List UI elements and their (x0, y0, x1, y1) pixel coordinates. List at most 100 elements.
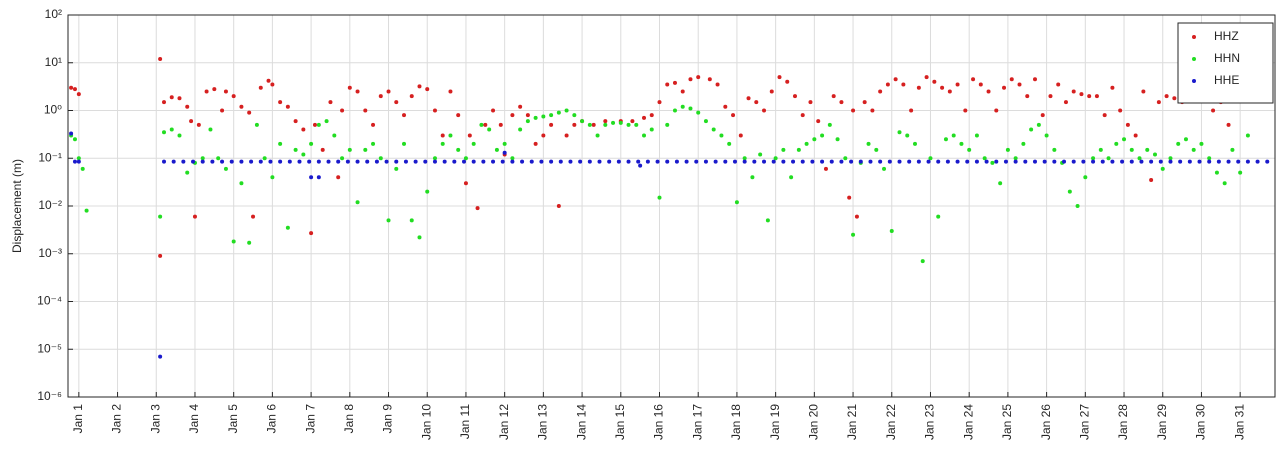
data-point (626, 122, 631, 127)
data-point (417, 235, 422, 240)
data-point (297, 159, 302, 164)
data-point (703, 119, 708, 124)
data-point (1091, 156, 1096, 161)
data-point (827, 122, 832, 127)
data-point (500, 159, 505, 164)
data-point (1013, 159, 1018, 164)
data-point (971, 77, 976, 82)
data-point (210, 159, 215, 164)
data-point (858, 159, 863, 164)
data-point (998, 181, 1003, 186)
data-point (340, 108, 345, 113)
data-point (432, 108, 437, 113)
data-point (413, 159, 418, 164)
data-point (409, 218, 414, 223)
data-point (994, 108, 999, 113)
data-point (1063, 100, 1068, 105)
legend-marker (1192, 57, 1196, 61)
data-point (254, 122, 259, 127)
data-point (1197, 159, 1202, 164)
data-point (278, 100, 283, 105)
data-point (1003, 159, 1008, 164)
data-point (442, 159, 447, 164)
data-point (990, 160, 995, 165)
data-point (212, 87, 217, 92)
data-point (1040, 113, 1045, 118)
data-point (829, 159, 834, 164)
data-point (634, 122, 639, 127)
data-point (558, 159, 563, 164)
data-point (278, 159, 283, 164)
data-point (758, 152, 763, 157)
data-point (1110, 159, 1115, 164)
y-tick-label: 10¹ (45, 55, 62, 69)
data-point (340, 156, 345, 161)
data-point (204, 89, 209, 94)
data-point (974, 159, 979, 164)
data-point (789, 175, 794, 180)
x-tick-label: Jan 25 (1000, 404, 1014, 440)
data-point (394, 166, 399, 171)
data-point (734, 200, 739, 205)
data-point (1158, 159, 1163, 164)
data-point (487, 127, 492, 132)
data-point (1139, 159, 1144, 164)
data-point (556, 204, 561, 208)
data-point (312, 122, 317, 127)
x-tick-label: Jan 10 (419, 404, 433, 440)
data-point (754, 100, 759, 105)
data-point (285, 104, 290, 109)
data-point (1236, 159, 1241, 164)
y-tick-label: 10² (45, 7, 62, 21)
data-point (309, 141, 314, 146)
data-point (564, 133, 569, 138)
legend-label: HHZ (1214, 29, 1239, 43)
data-point (862, 100, 867, 105)
data-point (928, 156, 933, 161)
data-point (1226, 122, 1231, 127)
x-tick-label: Jan 31 (1232, 404, 1246, 440)
legend-label: HHN (1214, 51, 1240, 65)
data-point (963, 108, 968, 113)
data-point (1071, 159, 1076, 164)
data-point (732, 159, 737, 164)
x-tick-label: Jan 14 (574, 404, 588, 440)
data-point (1149, 159, 1154, 164)
data-point (603, 122, 608, 127)
data-point (752, 159, 757, 164)
data-point (316, 159, 321, 164)
data-point (525, 113, 530, 118)
data-point (285, 225, 290, 230)
data-point (462, 159, 467, 164)
data-point (1133, 133, 1138, 138)
data-point (1052, 159, 1057, 164)
data-point (432, 156, 437, 161)
data-point (483, 122, 488, 127)
data-point (616, 159, 621, 164)
data-point (943, 137, 948, 142)
y-tick-label: 10⁻¹ (38, 150, 62, 164)
y-tick-label: 10⁻³ (38, 246, 62, 260)
data-point (1005, 147, 1010, 152)
data-point (378, 156, 383, 161)
data-point (336, 175, 341, 180)
data-point (394, 100, 399, 105)
data-point (901, 82, 906, 87)
data-point (200, 159, 205, 164)
data-point (750, 175, 755, 180)
data-point (502, 150, 507, 155)
data-point (905, 133, 910, 138)
x-tick-label: Jan 20 (807, 404, 821, 440)
data-point (1075, 204, 1080, 208)
data-point (688, 106, 693, 111)
y-tick-label: 10⁰ (44, 103, 62, 117)
data-point (1122, 137, 1127, 142)
data-point (636, 159, 641, 164)
data-point (777, 75, 782, 80)
data-point (649, 127, 654, 132)
data-point (984, 159, 989, 164)
data-point (220, 108, 225, 113)
data-point (402, 113, 407, 118)
data-point (849, 159, 854, 164)
data-point (893, 77, 898, 82)
